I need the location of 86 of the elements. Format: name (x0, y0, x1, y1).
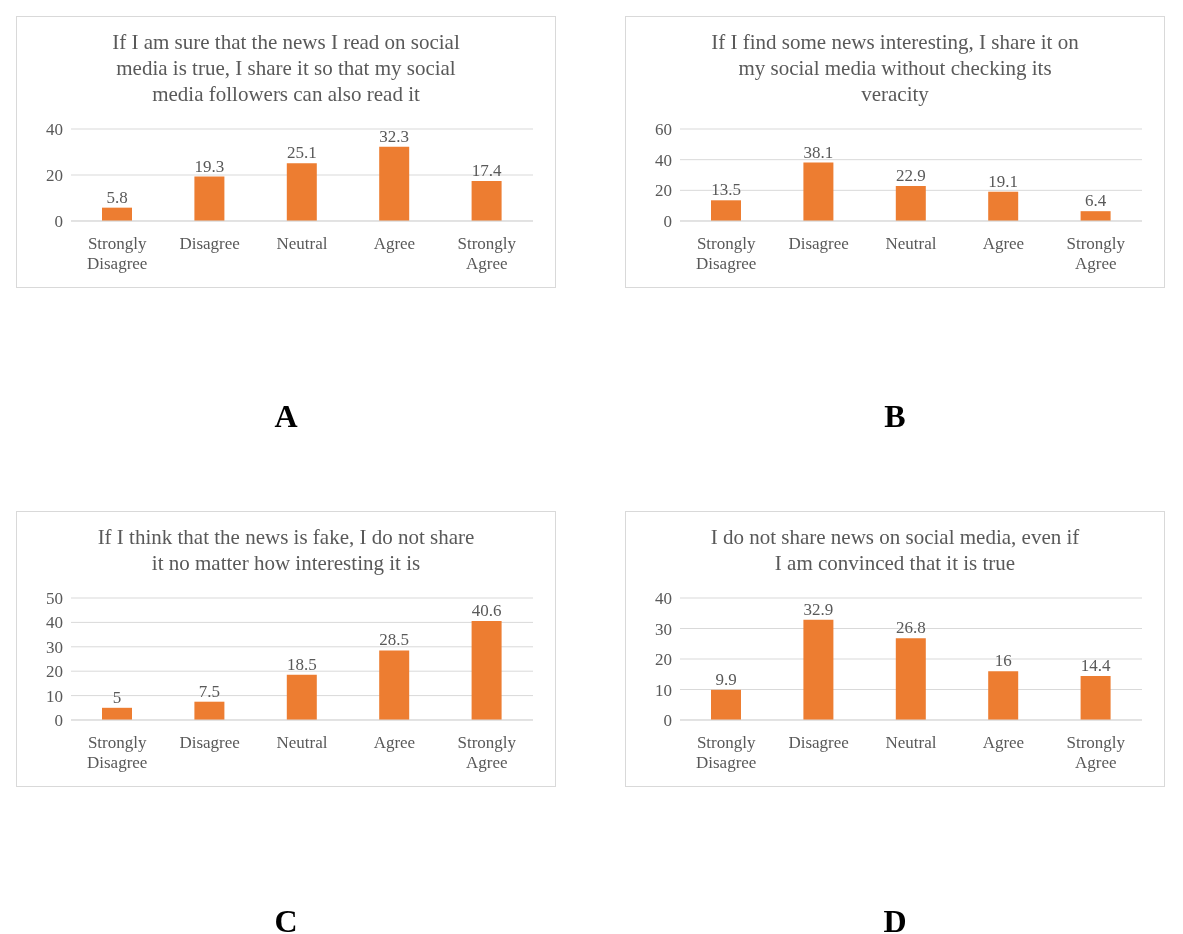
bar (803, 619, 834, 720)
text: C (273, 903, 299, 934)
data-label: 32.3 (379, 126, 410, 146)
bar (988, 191, 1019, 221)
x-tick-label: Neutral (885, 733, 937, 752)
x-tick-label: Strongly Disagree (86, 733, 148, 772)
chart-title: I do not share news on social media, even if I am convinced that it is true (709, 524, 1081, 576)
x-tick-label: Agree (982, 733, 1025, 752)
bar (379, 146, 410, 221)
y-tick-label: 60 (655, 120, 672, 140)
data-label: 18.5 (286, 654, 317, 674)
bar (286, 674, 317, 720)
bar (102, 207, 132, 221)
text: A (273, 398, 299, 435)
data-label: 6.4 (1084, 191, 1107, 211)
y-tick-label: 40 (655, 589, 672, 609)
x-tick-label: Agree (982, 234, 1025, 253)
x-tick-label: Neutral (276, 234, 328, 253)
y-tick-label: 30 (46, 637, 63, 657)
x-tick-label: Neutral (276, 733, 328, 752)
bar (895, 185, 926, 221)
y-tick-label: 40 (655, 150, 672, 170)
x-tick-label: Strongly Agree (457, 234, 517, 273)
data-label: 5.8 (106, 187, 128, 207)
bar (471, 620, 502, 720)
y-tick-label: 0 (663, 711, 672, 731)
bar (988, 671, 1019, 720)
x-tick-label: Strongly Disagree (86, 234, 148, 273)
bar (895, 638, 926, 720)
y-tick-label: 0 (663, 212, 672, 232)
y-tick-label: 20 (655, 650, 672, 670)
y-tick-label: 20 (655, 181, 672, 201)
y-tick-label: 0 (54, 212, 63, 232)
chart-title: If I think that the news is fake, I do not share it no matter how interesting it is (96, 524, 476, 576)
x-tick-label: Strongly Agree (1066, 234, 1126, 273)
data-label: 40.6 (471, 600, 502, 620)
x-tick-label: Strongly Disagree (695, 234, 757, 273)
chart-title: If I find some news interesting, I share it on my social media without checking its veracity (710, 29, 1080, 107)
bar (379, 650, 410, 720)
data-label: 5 (112, 687, 122, 707)
data-label: 26.8 (895, 618, 926, 638)
bar (711, 689, 741, 720)
data-label: 19.3 (194, 156, 225, 176)
bar (471, 180, 502, 221)
y-tick-label: 20 (46, 166, 63, 186)
text: B (883, 398, 907, 435)
x-tick-label: Disagree (179, 234, 240, 253)
data-label: 7.5 (198, 681, 221, 701)
data-label: 14.4 (1080, 656, 1111, 676)
y-tick-label: 20 (46, 662, 63, 682)
bar (803, 162, 834, 221)
data-label: 9.9 (715, 669, 737, 689)
data-label: 38.1 (803, 142, 834, 162)
x-tick-label: Agree (373, 733, 416, 752)
y-tick-label: 0 (54, 711, 63, 731)
bar (194, 176, 225, 221)
data-label: 19.1 (988, 171, 1019, 191)
bar (711, 200, 741, 221)
x-tick-label: Strongly Agree (1066, 733, 1126, 772)
data-label: 28.5 (379, 630, 410, 650)
x-tick-label: Disagree (788, 733, 849, 752)
data-label: 22.9 (895, 165, 926, 185)
y-tick-label: 40 (46, 120, 63, 140)
y-tick-label: 10 (46, 686, 63, 706)
data-label: 32.9 (803, 599, 834, 619)
y-tick-label: 50 (46, 589, 63, 609)
x-tick-label: Agree (373, 234, 416, 253)
x-tick-label: Strongly Disagree (695, 733, 757, 772)
x-tick-label: Neutral (885, 234, 937, 253)
y-tick-label: 10 (655, 680, 672, 700)
bar (1080, 676, 1111, 720)
y-tick-label: 40 (46, 613, 63, 633)
x-tick-label: Strongly Agree (457, 733, 517, 772)
bar (194, 701, 225, 720)
data-label: 25.1 (286, 143, 317, 163)
data-label: 17.4 (471, 160, 502, 180)
x-tick-label: Disagree (179, 733, 240, 752)
text: D (882, 903, 908, 934)
y-tick-label: 30 (655, 619, 672, 639)
bar (286, 163, 317, 221)
chart-title: If I am sure that the news I read on social media is true, I share it so that my social media followers can also read it (111, 29, 461, 107)
x-tick-label: Disagree (788, 234, 849, 253)
bar (102, 707, 132, 720)
data-label: 13.5 (711, 180, 741, 200)
data-label: 16 (994, 651, 1012, 671)
bar (1080, 211, 1111, 221)
